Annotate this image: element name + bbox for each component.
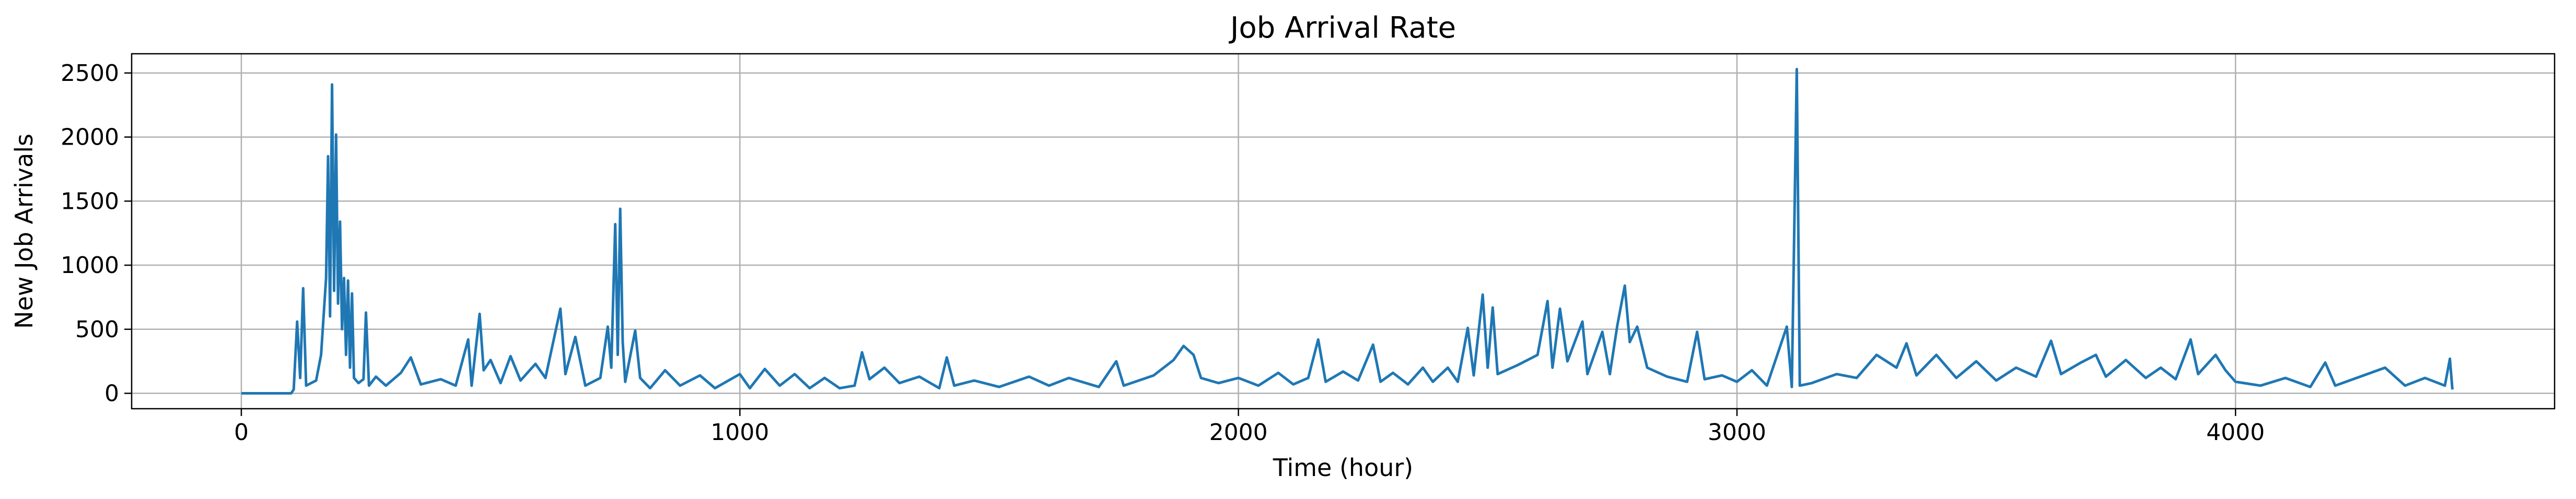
y-tick-label: 1000 (61, 252, 119, 279)
x-tick-label: 3000 (1708, 419, 1766, 446)
chart-title: Job Arrival Rate (1229, 11, 1456, 45)
tick-layer: 0 1000 2000 3000 4000 0 500 1000 1500 2000 2500 (61, 60, 2265, 446)
plot-area-frame (131, 53, 2556, 410)
y-tick-label: 500 (75, 316, 119, 343)
x-tick-label: 4000 (2206, 419, 2265, 446)
series-line (241, 68, 2454, 395)
y-tick-label: 2000 (61, 124, 119, 151)
x-axis-label: Time (hour) (1273, 454, 1413, 482)
y-axis-label: New Job Arrivals (10, 134, 38, 329)
grid-lines (132, 54, 2555, 409)
x-tick-label: 0 (234, 419, 249, 446)
y-tick-label: 2500 (61, 60, 119, 87)
y-tick-label: 1500 (61, 188, 119, 215)
series-layer (241, 68, 2454, 395)
x-tick-label: 1000 (710, 419, 769, 446)
y-tick-label: 0 (104, 381, 119, 407)
x-tick-label: 2000 (1209, 419, 1268, 446)
